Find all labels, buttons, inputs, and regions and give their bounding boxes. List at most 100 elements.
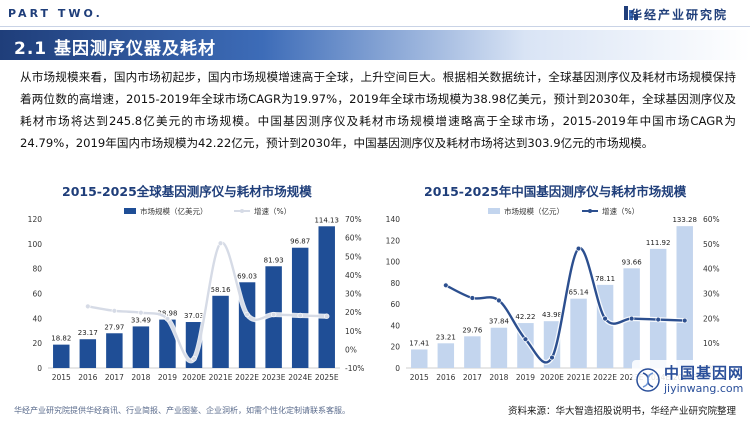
x-tick-label: 2019 [516,373,535,382]
y-left-tick: 60 [390,300,400,309]
chart-title-global: 2015-2025全球基因测序仪与耗材市场规模 [62,184,312,199]
watermark: 中国基因网 jiyinwang.com [632,360,744,402]
legend-bar-label: 市场规模（亿元） [504,206,564,216]
growth-point [496,297,502,304]
growth-point [324,313,330,319]
bar [185,322,203,368]
bar [212,295,229,368]
y-left-tick: 120 [28,215,43,224]
growth-point [297,312,303,319]
x-tick-label: 2015 [410,373,429,382]
y-left-tick: 40 [390,321,400,330]
growth-point [682,317,688,324]
x-tick-label: 2024E [288,373,312,382]
x-tick-label: 2018 [131,373,150,382]
y-left-tick: 100 [28,240,43,249]
y-right-tick: 60% [703,215,720,224]
bar-value-label: 38.98 [157,310,177,318]
bar [106,333,123,368]
growth-point [164,316,171,322]
x-tick-label: 2020E [540,373,564,382]
bar [291,247,309,368]
legend-line-marker [240,209,244,213]
y-right-tick: 70% [345,215,362,224]
y-right-tick: 10% [345,327,362,336]
y-right-tick: 10% [703,339,720,348]
watermark-en: jiyinwang.com [664,382,744,395]
x-tick-label: 2021E [209,373,233,382]
top-divider [0,26,750,27]
bar [543,321,561,368]
x-tick-label: 2025E [315,373,339,382]
y-left-tick: 80 [32,265,42,274]
growth-point [522,336,529,342]
growth-point [217,240,224,246]
bar-value-label: 17.41 [409,339,429,347]
x-tick-label: 2015 [52,373,71,382]
growth-point [270,311,277,318]
growth-point [111,308,118,314]
x-tick-label: 2022E [593,373,617,382]
bar-value-label: 23.21 [436,333,456,341]
y-left-tick: 20 [390,343,400,352]
growth-point [575,245,582,252]
y-left-tick: 60 [32,290,42,299]
y-left-tick: 0 [37,364,42,373]
growth-point [628,315,635,322]
x-tick-label: 2021E [567,373,591,382]
x-tick-label: 2022E [235,373,259,382]
y-left-tick: 20 [32,339,42,348]
y-right-tick: 30% [345,290,362,299]
bar-value-label: 65.14 [569,289,590,297]
x-tick-label: 2020E [182,373,206,382]
bar-value-label: 93.66 [622,258,643,266]
bar [490,327,508,368]
x-tick-label: 2016 [436,373,455,382]
y-right-tick: 0% [345,345,357,354]
bar [411,349,428,368]
x-tick-label: 2018 [489,373,508,382]
y-left-tick: 120 [386,236,401,245]
watermark-cn: 中国基因网 [664,364,745,382]
growth-point [138,309,144,316]
legend-line-marker [588,209,592,213]
bar-value-label: 96.87 [290,238,310,246]
growth-line [445,247,685,364]
bar [676,226,693,368]
body-paragraph: 从市场规模来看，国内市场初起步，国内市场规模增速高于全球，上升空间巨大。根据相关… [20,70,736,150]
bar-value-label: 29.76 [462,326,483,334]
bar-value-label: 23.17 [78,329,98,337]
top-bar: PART TWO. 华经产业研究院 [0,0,750,30]
x-tick-label: 2016 [78,373,97,382]
legend-bar-swatch [124,208,136,214]
y-left-tick: 80 [390,279,400,288]
part-label: PART TWO. [8,7,103,20]
growth-point [85,303,91,310]
brand-name: 华经产业研究院 [629,8,728,22]
bar-value-label: 58.16 [211,286,232,294]
growth-point [549,354,555,361]
bar-value-label: 78.11 [595,275,615,283]
bar [570,298,587,368]
brand-logo-icon [624,6,638,20]
y-right-tick: 20% [703,314,720,323]
x-tick-label: 2017 [105,373,124,382]
x-tick-label: 2023E [262,373,286,382]
growth-point [469,295,476,301]
bar [649,248,667,368]
y-left-tick: 0 [395,364,400,373]
bar-value-label: 111.92 [646,239,671,247]
legend-line-label: 增速（%） [602,206,639,216]
bar-value-label: 27.97 [104,323,124,331]
growth-point [602,315,608,322]
y-right-tick: 50% [703,240,720,249]
y-right-tick: 60% [345,234,362,243]
bar-value-label: 37.03 [184,312,204,320]
bar [464,336,481,368]
section-title: 2.1 基因测序仪器及耗材 [14,39,217,59]
source-note: 资料来源：华大智造招股说明书，华经产业研究院整理 [507,406,736,417]
bar-value-label: 69.03 [237,272,257,280]
bar [53,344,70,368]
bar-value-label: 133.28 [672,216,697,224]
y-right-tick: 30% [703,290,720,299]
